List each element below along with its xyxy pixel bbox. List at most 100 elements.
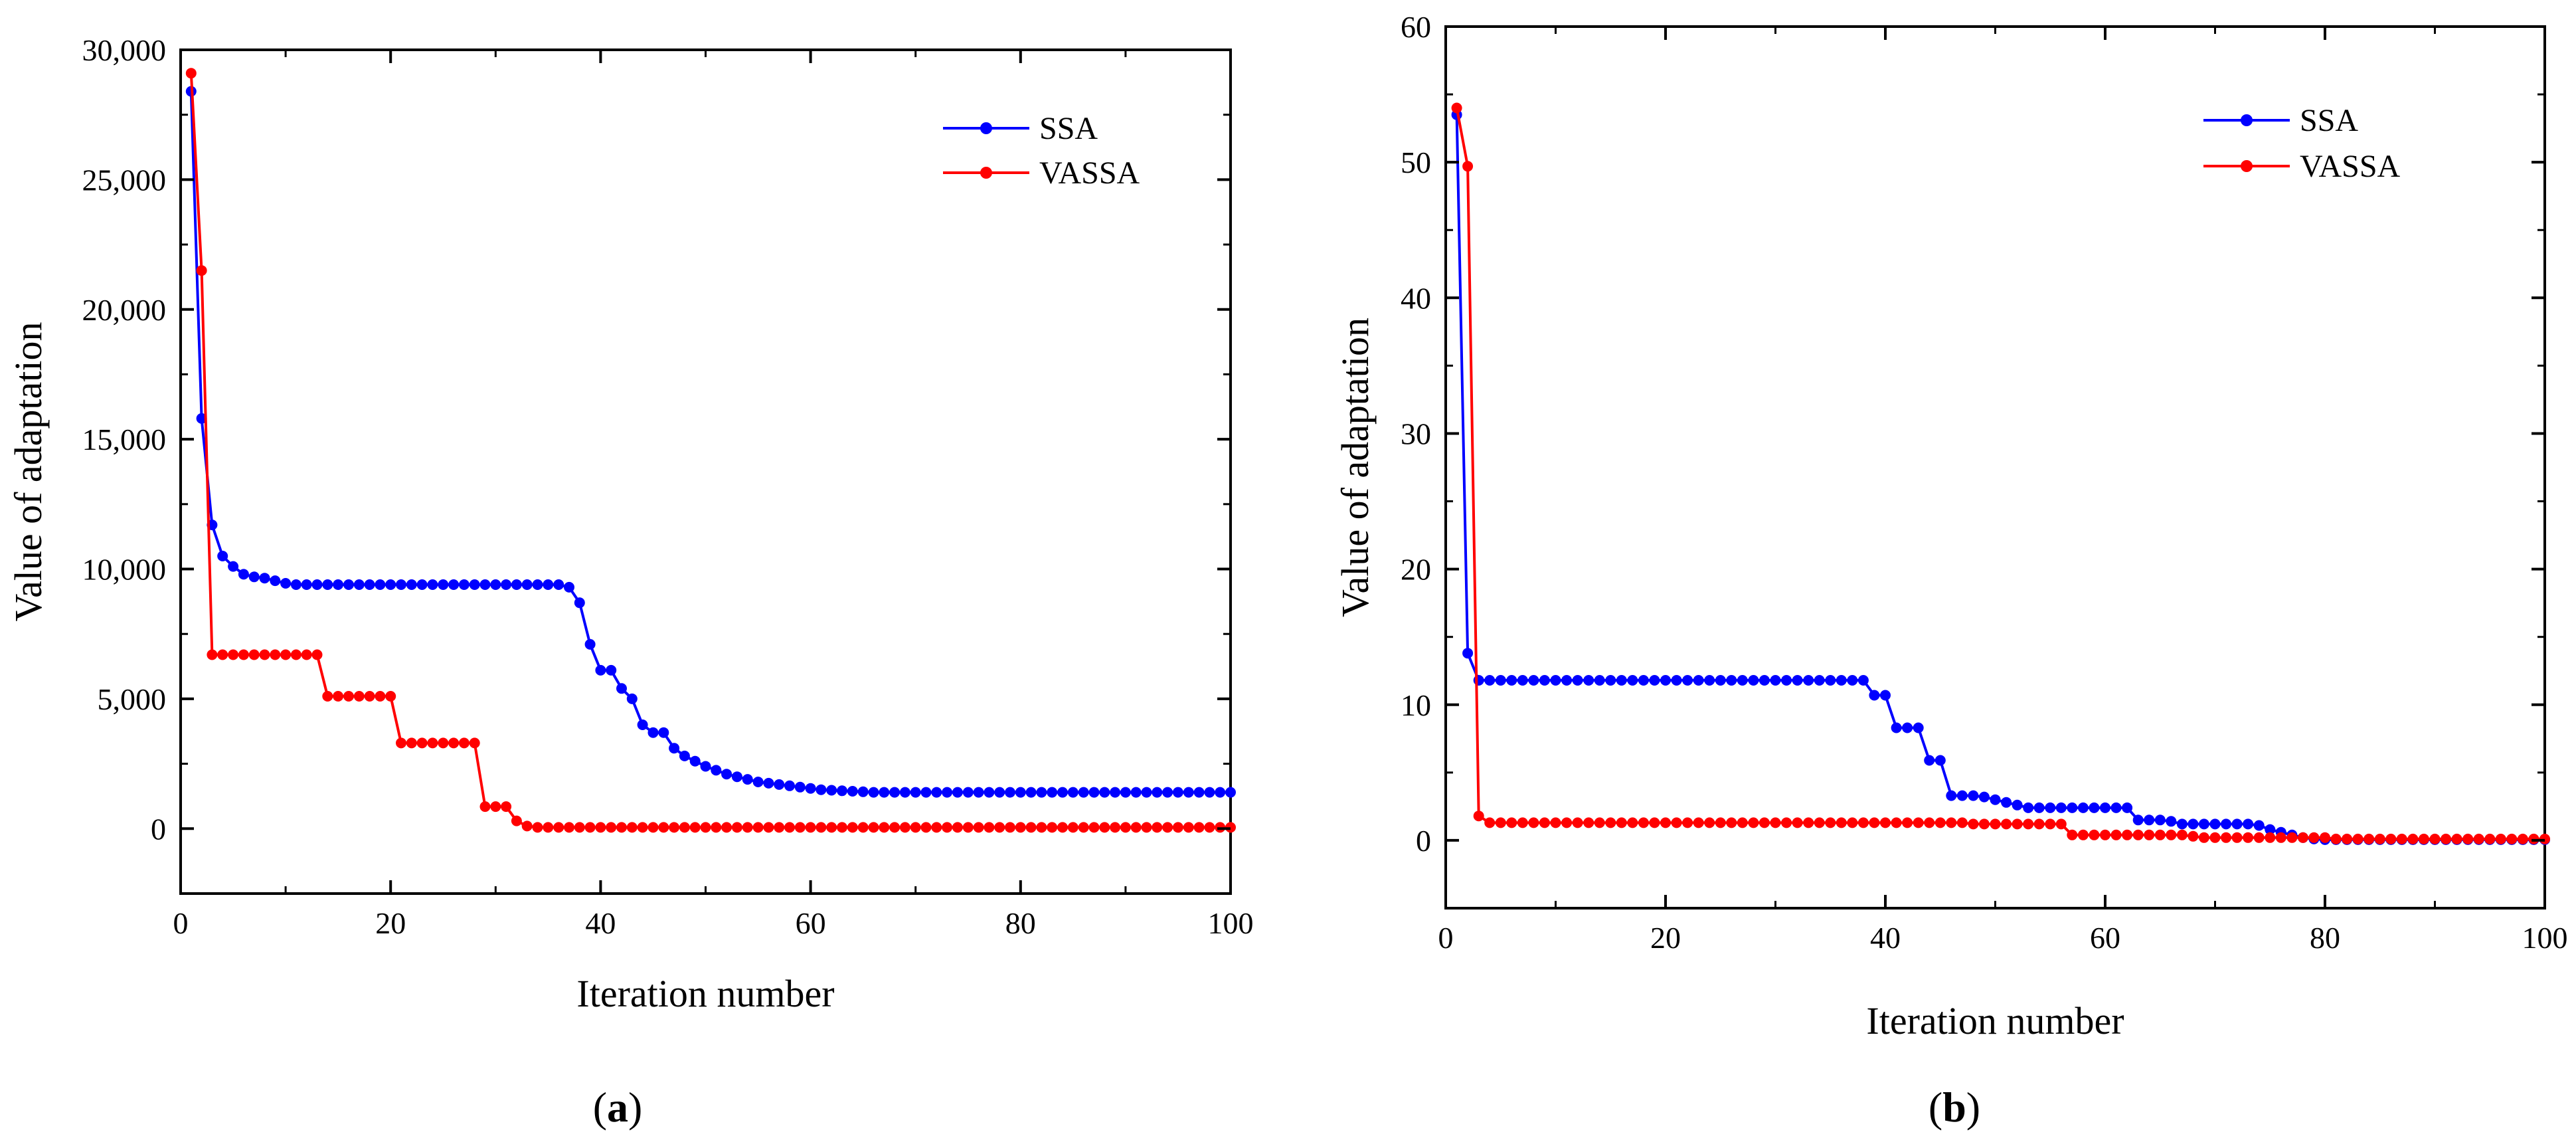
legend-ssa-marker-b: [2241, 114, 2253, 126]
y-tick-label-b: 20: [1401, 553, 1431, 587]
legend-ssa-label-a: SSA: [1039, 111, 1098, 146]
y-tick-label-a: 25,000: [82, 163, 167, 197]
data-point-vassa-b: [1550, 817, 1561, 828]
data-point-vassa-b: [2506, 833, 2518, 844]
data-point-vassa-b: [1737, 817, 1748, 828]
data-point-ssa-a: [1162, 787, 1173, 798]
data-point-vassa-b: [1770, 817, 1781, 828]
data-point-vassa-b: [2209, 832, 2221, 843]
data-point-ssa-b: [2067, 802, 2078, 813]
data-point-vassa-a: [742, 822, 753, 833]
series-line-ssa-a: [189, 91, 1231, 794]
data-point-vassa-a: [752, 822, 764, 833]
data-point-vassa-b: [1934, 817, 1946, 828]
data-point-ssa-a: [816, 784, 827, 795]
data-point-ssa-a: [333, 579, 344, 590]
data-point-vassa-a: [984, 822, 995, 833]
data-point-vassa-b: [2429, 833, 2441, 844]
data-point-ssa-a: [763, 777, 774, 789]
chart-panel-a: 0 20 40 60 80 100 0 5,000 10,000 15,000 20,000 25,0…: [7, 33, 1254, 1131]
data-point-vassa-a: [647, 822, 659, 833]
data-point-vassa-a: [479, 801, 491, 813]
data-point-ssa-a: [826, 785, 837, 796]
data-point-vassa-b: [1462, 161, 1474, 172]
data-point-ssa-a: [564, 581, 574, 593]
data-point-ssa-b: [2243, 818, 2254, 830]
data-point-vassa-a: [658, 822, 669, 833]
data-point-vassa-b: [2396, 833, 2407, 844]
data-point-ssa-a: [1141, 787, 1152, 798]
data-point-vassa-a: [333, 691, 344, 702]
data-point-ssa-b: [1737, 675, 1748, 686]
data-point-vassa-b: [1781, 817, 1792, 828]
data-point-ssa-a: [248, 571, 260, 583]
legend-vassa-marker-a: [980, 167, 992, 179]
data-point-ssa-a: [994, 787, 1005, 798]
data-point-vassa-b: [1660, 817, 1671, 828]
data-point-ssa-b: [2100, 802, 2110, 813]
data-point-vassa-b: [1627, 817, 1638, 828]
data-point-vassa-b: [1814, 817, 1825, 828]
data-point-vassa-b: [1517, 817, 1528, 828]
data-point-ssa-a: [396, 579, 406, 590]
data-point-ssa-a: [962, 787, 974, 798]
data-point-ssa-a: [343, 579, 354, 590]
data-point-ssa-a: [889, 787, 901, 798]
data-point-vassa-a: [847, 822, 858, 833]
data-point-vassa-b: [2441, 833, 2452, 844]
data-point-ssa-a: [438, 579, 449, 590]
legend-vassa-label-b: VASSA: [2300, 149, 2401, 184]
data-point-vassa-b: [1605, 817, 1616, 828]
data-point-vassa-a: [375, 691, 386, 702]
data-point-vassa-a: [1152, 822, 1163, 833]
data-point-vassa-b: [1594, 817, 1605, 828]
data-point-vassa-a: [448, 737, 460, 749]
data-point-vassa-a: [564, 822, 574, 833]
data-point-vassa-b: [1857, 817, 1869, 828]
data-point-vassa-a: [322, 691, 333, 702]
data-point-ssa-b: [1572, 675, 1583, 686]
data-point-vassa-b: [2166, 829, 2177, 840]
data-point-vassa-b: [1726, 817, 1737, 828]
data-point-ssa-a: [228, 561, 239, 572]
data-point-vassa-b: [1671, 817, 1682, 828]
data-point-vassa-a: [637, 822, 648, 833]
data-point-vassa-a: [511, 815, 522, 826]
data-point-ssa-a: [689, 755, 701, 767]
data-point-ssa-b: [2001, 797, 2012, 808]
data-point-ssa-a: [837, 785, 847, 797]
data-point-ssa-b: [1748, 675, 1759, 686]
data-point-vassa-a: [805, 822, 816, 833]
data-point-ssa-a: [647, 727, 659, 738]
data-point-ssa-a: [270, 575, 281, 587]
data-point-ssa-b: [1956, 790, 1968, 801]
data-point-vassa-a: [396, 737, 406, 749]
x-axis-title-b: Iteration number: [1866, 999, 2124, 1042]
data-point-vassa-a: [794, 822, 806, 833]
data-point-vassa-b: [1649, 817, 1660, 828]
data-point-vassa-a: [228, 649, 239, 660]
x-tick-label-a: 20: [375, 906, 406, 940]
data-point-ssa-b: [2012, 799, 2023, 811]
data-point-ssa-b: [2154, 814, 2166, 826]
data-point-ssa-b: [1649, 675, 1660, 686]
data-point-vassa-b: [2089, 829, 2100, 840]
data-point-vassa-a: [1162, 822, 1173, 833]
data-point-ssa-b: [1473, 675, 1484, 686]
data-point-vassa-a: [406, 737, 417, 749]
data-point-ssa-a: [353, 579, 365, 590]
y-tick-label-a: 5,000: [98, 682, 167, 716]
y-tick-label-b: 60: [1401, 10, 1431, 44]
data-point-ssa-a: [920, 787, 932, 798]
data-point-vassa-b: [1792, 817, 1803, 828]
data-point-vassa-a: [427, 737, 438, 749]
data-point-ssa-b: [1539, 675, 1550, 686]
data-point-vassa-b: [2330, 833, 2342, 844]
data-point-ssa-a: [952, 787, 963, 798]
data-point-vassa-b: [2023, 818, 2034, 830]
data-point-ssa-b: [2110, 802, 2122, 813]
data-point-vassa-b: [1539, 817, 1550, 828]
data-point-ssa-b: [1836, 675, 1847, 686]
data-point-vassa-a: [994, 822, 1005, 833]
